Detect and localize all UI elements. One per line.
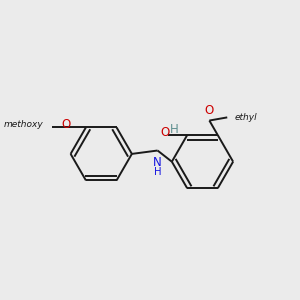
Text: O: O (205, 104, 214, 117)
Text: O: O (161, 125, 170, 139)
Text: H: H (170, 123, 178, 136)
Text: O: O (62, 118, 71, 131)
Text: H: H (154, 167, 161, 177)
Text: ethyl: ethyl (235, 113, 258, 122)
Text: N: N (153, 156, 162, 169)
Text: methoxy: methoxy (3, 120, 43, 129)
